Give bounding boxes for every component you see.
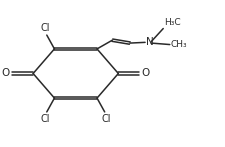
- Text: N: N: [146, 37, 153, 47]
- Text: Cl: Cl: [41, 23, 50, 33]
- Text: Cl: Cl: [41, 114, 50, 124]
- Text: O: O: [142, 69, 150, 78]
- Text: O: O: [2, 69, 10, 78]
- Text: CH₃: CH₃: [171, 40, 187, 49]
- Text: Cl: Cl: [101, 114, 110, 124]
- Text: H₃C: H₃C: [164, 18, 180, 27]
